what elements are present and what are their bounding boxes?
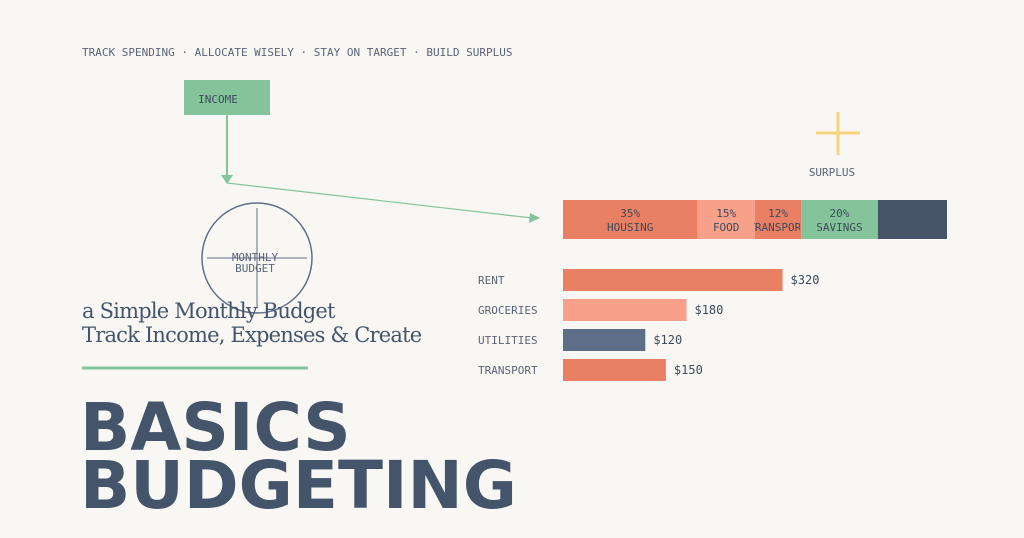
income-box [184,80,270,115]
expense-bar [563,329,646,351]
segment-value: 15% [716,207,736,220]
surplus-label: SURPLUS [809,166,855,179]
expense-value: $320 [791,273,820,287]
expense-value: $180 [694,303,723,317]
title: BASICS [80,389,351,466]
allocation-segment [877,200,947,239]
expense-bar [563,299,687,321]
segment-label: SAVINGS [816,221,862,234]
segment-label: FOOD [713,221,740,234]
title: BUDGETING [80,447,517,524]
expense-label: UTILITIES [478,334,538,347]
subtitle: a Simple Monthly Budget [82,299,336,323]
allocation-segment [697,200,755,239]
allocation-segment [563,200,698,239]
arrow-head [529,213,540,223]
expense-label: GROCERIES [478,304,538,317]
allocation-segment [801,200,878,239]
expense-bar [563,269,783,291]
subtitle: Track Income, Expenses & Create [82,323,422,347]
expense-value: $150 [674,363,703,377]
expense-value: $120 [653,333,682,347]
expense-bar [563,359,666,381]
segment-label: HOUSING [607,221,653,234]
allocation-segment [755,200,802,239]
segment-value: 20% [830,207,850,220]
segment-label: TRANSPORT [748,221,808,234]
center-label: MONTHLY [232,251,279,264]
tagline: TRACK SPENDING · ALLOCATE WISELY · STAY … [82,46,512,59]
arrow-head [221,175,233,184]
flow-line [226,182,533,219]
center-label: BUDGET [235,262,275,275]
expense-label: RENT [478,274,505,287]
expense-label: TRANSPORT [478,364,538,377]
budget-circle [201,202,313,314]
segment-value: 12% [768,207,788,220]
segment-value: 35% [620,207,640,220]
income-label: INCOME [198,93,238,106]
